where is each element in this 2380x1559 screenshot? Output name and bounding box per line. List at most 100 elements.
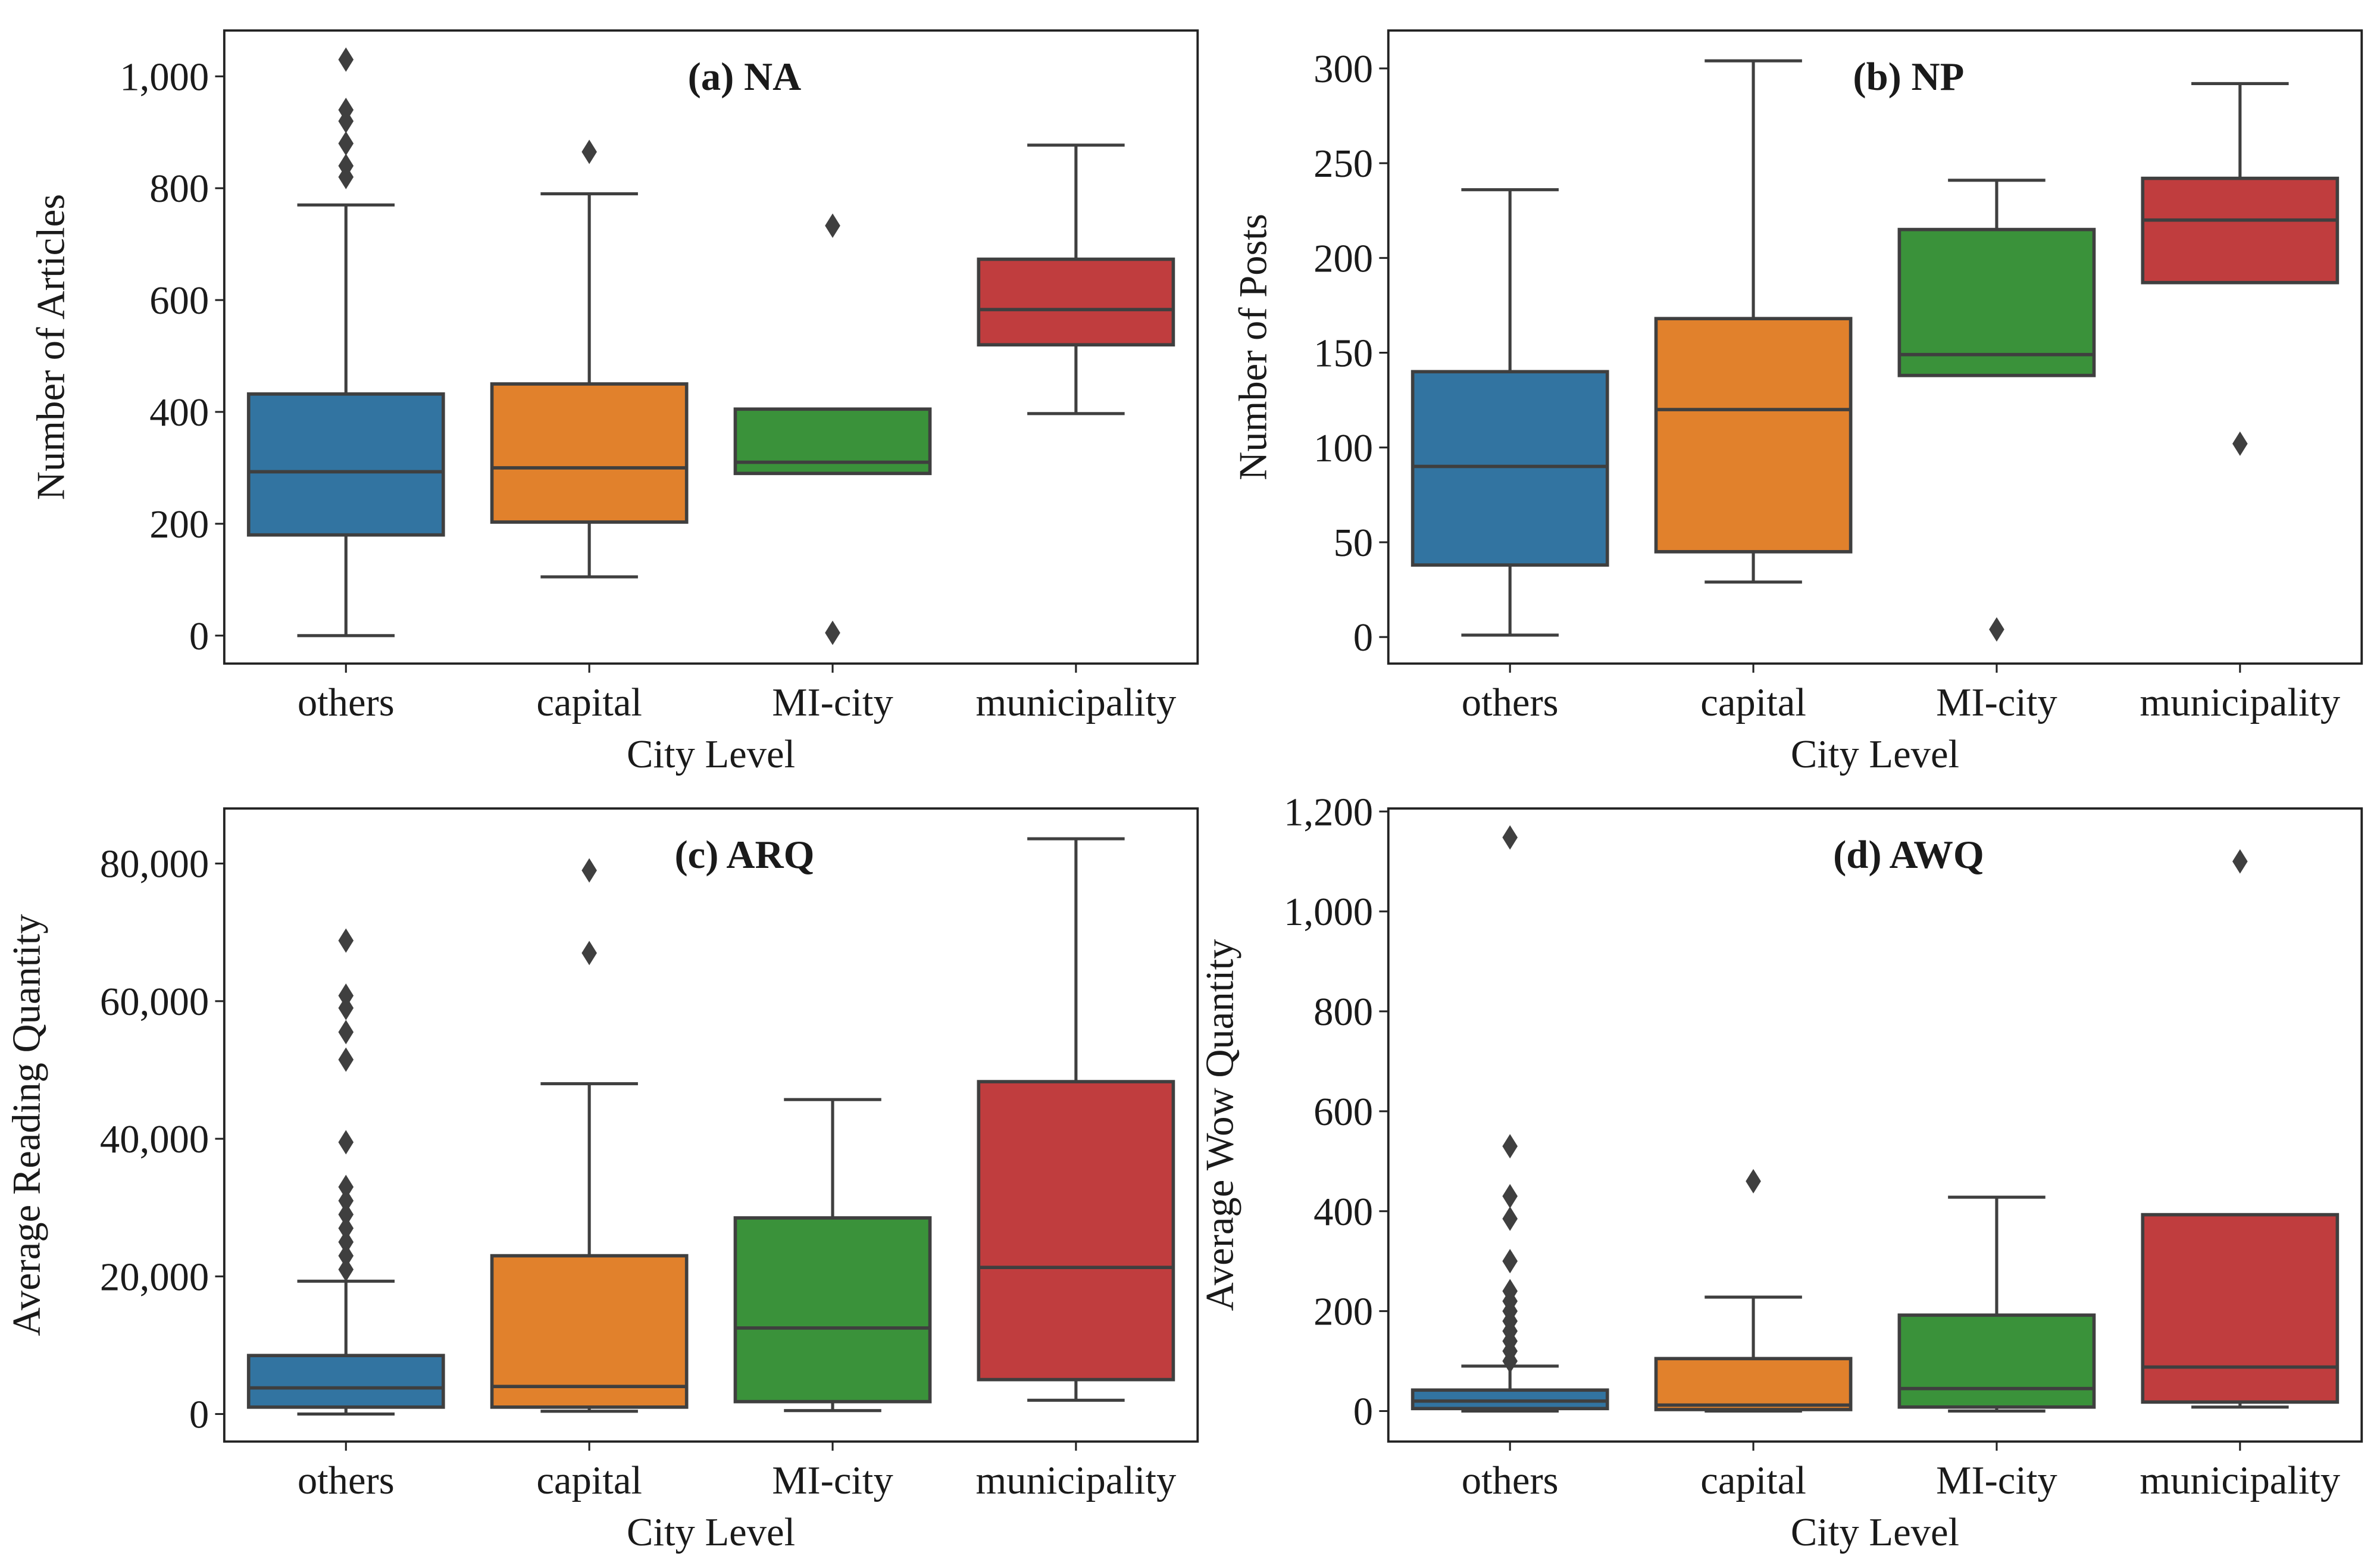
outlier-point bbox=[338, 131, 354, 156]
box-capital bbox=[490, 382, 689, 524]
box-municipality bbox=[2141, 1213, 2340, 1404]
y-tick-label: 0 bbox=[189, 1394, 209, 1437]
y-tick-label: 0 bbox=[1353, 1391, 1373, 1434]
y-tick-label: 60,000 bbox=[100, 980, 209, 1024]
outlier-point bbox=[338, 1020, 354, 1045]
y-tick-label: 0 bbox=[189, 615, 209, 658]
y-tick-label: 50 bbox=[1333, 521, 1373, 565]
outlier-point bbox=[581, 858, 597, 883]
y-tick-label: 150 bbox=[1313, 332, 1373, 376]
outlier-point bbox=[338, 1047, 354, 1072]
y-tick-label: 200 bbox=[1313, 237, 1373, 280]
x-tick-label: MI-city bbox=[1936, 681, 2057, 724]
outlier-point bbox=[2232, 849, 2248, 874]
y-tick-label: 600 bbox=[1313, 1091, 1373, 1134]
y-tick-label: 400 bbox=[149, 391, 209, 435]
x-tick-label: capital bbox=[1700, 681, 1806, 724]
x-axis-label: City Level bbox=[627, 733, 795, 776]
outlier-point bbox=[1502, 1249, 1518, 1274]
box-municipality bbox=[977, 257, 1175, 347]
outlier-point bbox=[1502, 825, 1518, 850]
y-tick-label: 100 bbox=[1313, 427, 1373, 470]
box-capital bbox=[490, 1254, 689, 1409]
panel-title: (d) AWQ bbox=[1833, 833, 1984, 877]
outlier-point bbox=[825, 620, 840, 645]
outlier-point bbox=[1502, 1206, 1518, 1231]
x-tick-label: others bbox=[1462, 1459, 1559, 1502]
outlier-point bbox=[825, 213, 840, 238]
y-axis-label: Number of Articles bbox=[30, 194, 73, 500]
x-tick-label: municipality bbox=[975, 681, 1177, 724]
x-tick-label: capital bbox=[536, 681, 642, 724]
panel-title: (c) ARQ bbox=[674, 833, 814, 877]
x-tick-label: MI-city bbox=[772, 681, 893, 724]
x-axis-label: City Level bbox=[1791, 733, 1959, 776]
box-others bbox=[246, 392, 445, 537]
x-tick-label: capital bbox=[536, 1459, 642, 1502]
panel-b: 0 50 100 150 200 250 300 others capital MI-city mu… bbox=[1232, 29, 2363, 776]
outlier-point bbox=[338, 1130, 354, 1155]
outlier-point bbox=[581, 139, 597, 164]
x-tick-label: others bbox=[1462, 681, 1559, 724]
panel-c: 0 20,000 40,000 60,000 80,000 others capital MI… bbox=[5, 807, 1199, 1554]
y-axis-label: Average Wow Quantity bbox=[1198, 939, 1241, 1311]
outlier-point bbox=[581, 941, 597, 966]
panel-a: 0 200 400 600 800 1,000 others capital MI-city mu… bbox=[30, 29, 1199, 776]
y-tick-label: 40,000 bbox=[100, 1118, 209, 1161]
y-tick-label: 200 bbox=[149, 503, 209, 546]
y-tick-label: 600 bbox=[149, 279, 209, 323]
y-axis-label: Average Reading Quantity bbox=[5, 914, 49, 1336]
outlier-point bbox=[338, 995, 354, 1020]
box-others bbox=[1411, 1388, 1609, 1411]
outlier-point bbox=[1989, 617, 2004, 642]
panel-title: (a) NA bbox=[688, 55, 802, 99]
x-tick-label: others bbox=[298, 681, 395, 724]
box-capital bbox=[1654, 317, 1853, 554]
box-MI-city bbox=[1897, 227, 2096, 377]
x-tick-label: municipality bbox=[975, 1459, 1177, 1502]
x-tick-label: capital bbox=[1700, 1459, 1806, 1502]
box-MI-city bbox=[1897, 1313, 2096, 1409]
panel-title: (b) NP bbox=[1853, 55, 1964, 99]
outlier-point bbox=[338, 47, 354, 72]
y-tick-label: 20,000 bbox=[100, 1255, 209, 1299]
y-tick-label: 300 bbox=[1313, 48, 1373, 91]
box-municipality bbox=[2141, 176, 2340, 285]
outlier-point bbox=[2232, 431, 2248, 456]
outlier-point bbox=[1502, 1134, 1518, 1159]
box-MI-city bbox=[733, 1216, 932, 1404]
panel-d: 0 200 400 600 800 1,000 1,200 others capital MI-c… bbox=[1198, 791, 2363, 1554]
y-tick-label: 0 bbox=[1353, 616, 1373, 660]
box-capital bbox=[1654, 1357, 1853, 1411]
x-axis-label: City Level bbox=[627, 1511, 795, 1554]
y-axis-label: Number of Posts bbox=[1232, 214, 1275, 480]
y-tick-label: 1,200 bbox=[1284, 791, 1373, 834]
x-tick-label: MI-city bbox=[772, 1459, 893, 1502]
outlier-point bbox=[338, 928, 354, 953]
y-tick-label: 1,000 bbox=[1284, 891, 1373, 934]
y-tick-label: 800 bbox=[149, 167, 209, 211]
plot-frame bbox=[1387, 29, 2363, 665]
x-tick-label: others bbox=[298, 1459, 395, 1502]
y-tick-label: 1,000 bbox=[120, 55, 209, 99]
x-tick-label: MI-city bbox=[1936, 1459, 2057, 1502]
plot-frame bbox=[223, 29, 1199, 665]
box-others bbox=[246, 1354, 445, 1409]
outlier-point bbox=[1746, 1169, 1761, 1194]
y-tick-label: 250 bbox=[1313, 142, 1373, 186]
plot-frame bbox=[1387, 807, 2363, 1443]
x-tick-label: municipality bbox=[2140, 681, 2341, 724]
box-municipality bbox=[977, 1080, 1175, 1382]
plot-frame bbox=[223, 807, 1199, 1443]
x-axis-label: City Level bbox=[1791, 1511, 1959, 1554]
y-tick-label: 400 bbox=[1313, 1191, 1373, 1234]
outlier-point bbox=[1502, 1184, 1518, 1209]
y-tick-label: 80,000 bbox=[100, 843, 209, 886]
outlier-point bbox=[338, 1257, 354, 1282]
y-tick-label: 200 bbox=[1313, 1291, 1373, 1334]
x-tick-label: municipality bbox=[2140, 1459, 2341, 1502]
y-tick-label: 800 bbox=[1313, 991, 1373, 1034]
outlier-point bbox=[1502, 1349, 1518, 1374]
